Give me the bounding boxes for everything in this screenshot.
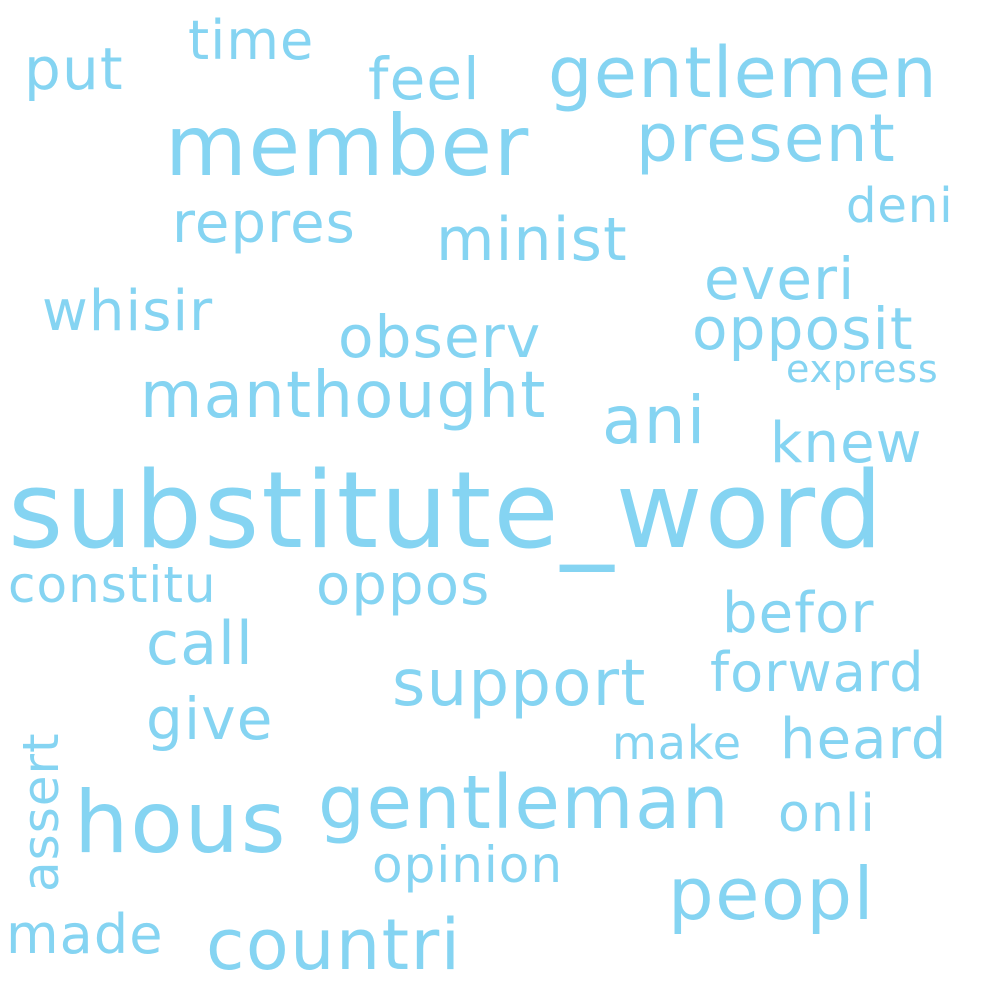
word-opposit: opposit [692,295,914,363]
word-support: support [392,647,647,721]
word-minist: minist [436,205,628,275]
word-whisir: whisir [42,279,214,344]
word-countri: countri [206,904,462,986]
word-heard: heard [780,707,948,772]
word-gentleman: gentleman [318,760,731,846]
word-manthought: manthought [140,359,547,433]
word-made: made [6,903,164,966]
word-call: call [146,609,254,679]
word-everi: everi [704,245,856,313]
word-express: express [786,347,939,391]
word-substitute-word: substitute_word [8,449,885,572]
word-hous: hous [74,773,288,873]
word-gentlemen: gentlemen [548,32,939,114]
word-befor: befor [722,581,875,646]
word-constitu: constitu [8,556,217,614]
word-knew: knew [770,411,923,476]
word-make: make [612,716,742,770]
word-time: time [188,9,315,72]
word-onli: onli [778,784,876,844]
word-forward: forward [710,641,925,704]
word-present: present [636,100,897,177]
word-give: give [146,685,274,753]
word-oppos: oppos [316,553,491,618]
word-peopl: peopl [668,852,875,936]
word-opinion: opinion [372,836,564,894]
word-observ: observ [338,303,542,371]
word-feel: feel [368,45,481,113]
word-repres: repres [172,191,356,256]
word-member: member [165,97,530,195]
word-assert: assert [12,732,70,892]
word-put: put [24,35,124,103]
word-deni: deni [846,178,954,234]
word-ani: ani [602,382,707,459]
